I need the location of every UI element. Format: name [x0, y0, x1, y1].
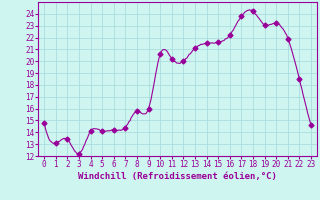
- X-axis label: Windchill (Refroidissement éolien,°C): Windchill (Refroidissement éolien,°C): [78, 172, 277, 181]
